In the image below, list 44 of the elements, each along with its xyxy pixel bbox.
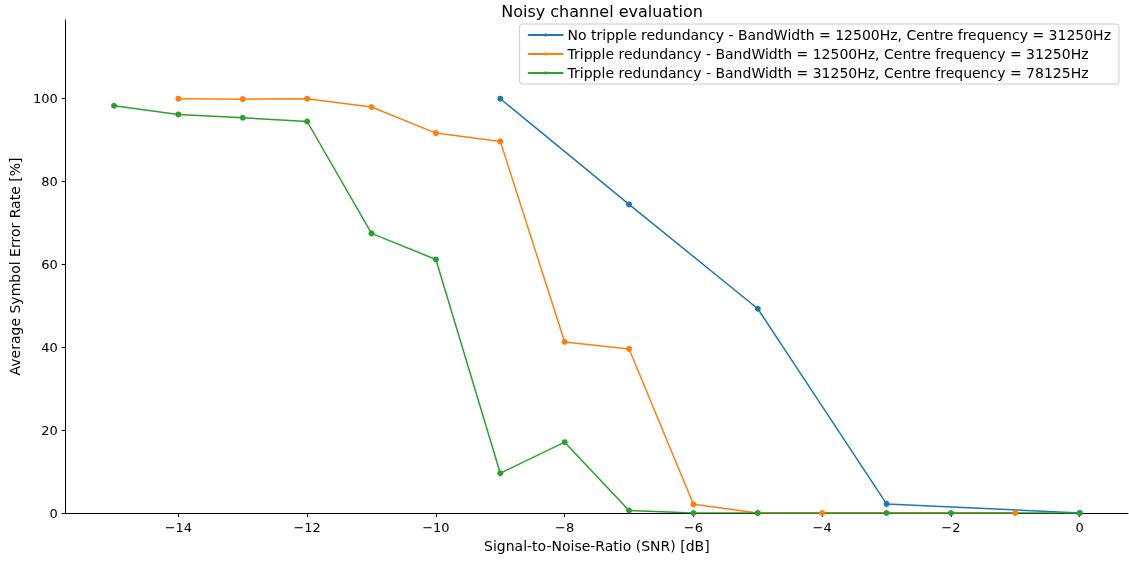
legend-label: Tripple redundancy - BandWidth = 31250Hz, Centre frequency = 78125Hz (566, 65, 1089, 81)
x-tick-label: −14 (164, 520, 193, 535)
x-tick-label: 0 (1075, 520, 1084, 535)
point (497, 470, 504, 477)
point (432, 256, 439, 263)
point (175, 95, 182, 102)
point (239, 96, 246, 103)
point (304, 95, 311, 102)
point (368, 104, 375, 110)
y-tick-label: 80 (41, 174, 58, 190)
point (947, 510, 954, 516)
point (883, 510, 890, 516)
point (239, 114, 246, 121)
point (111, 102, 117, 109)
point (626, 345, 633, 352)
x-axis-title: Signal-to-Noise-Ratio (SNR) [dB] (484, 538, 710, 554)
point (561, 338, 568, 345)
point (626, 507, 633, 514)
point (561, 439, 568, 446)
point (432, 130, 439, 137)
point (1012, 510, 1019, 516)
point (690, 501, 697, 508)
point (175, 111, 182, 118)
y-tick-label: 60 (41, 256, 58, 272)
point (883, 500, 890, 507)
legend-label: Tripple redundancy - BandWidth = 12500Hz, Centre frequency = 31250Hz (566, 46, 1089, 62)
x-tick-label: −6 (683, 520, 704, 535)
y-tick-label: 0 (49, 505, 58, 521)
y-tick-label: 100 (32, 91, 58, 107)
y-axis-title: Average Symbol Error Rate [%] (7, 157, 23, 376)
legend-label: No tripple redundancy - BandWidth = 12500Hz, Centre frequency = 31250Hz (567, 27, 1111, 43)
y-tick-label: 20 (41, 422, 58, 438)
y-tick-label: 40 (41, 339, 58, 355)
point (497, 138, 504, 145)
x-tick-label: −12 (293, 520, 321, 535)
x-tick-label: −4 (812, 520, 832, 535)
point (754, 305, 761, 312)
x-tick-label: −2 (941, 520, 961, 535)
point (304, 118, 311, 125)
chart-title: Noisy channel evaluation (501, 1, 703, 21)
x-tick-label: −8 (555, 520, 575, 535)
x-tick-label: −10 (422, 520, 450, 535)
point (497, 95, 504, 102)
point (626, 201, 633, 208)
